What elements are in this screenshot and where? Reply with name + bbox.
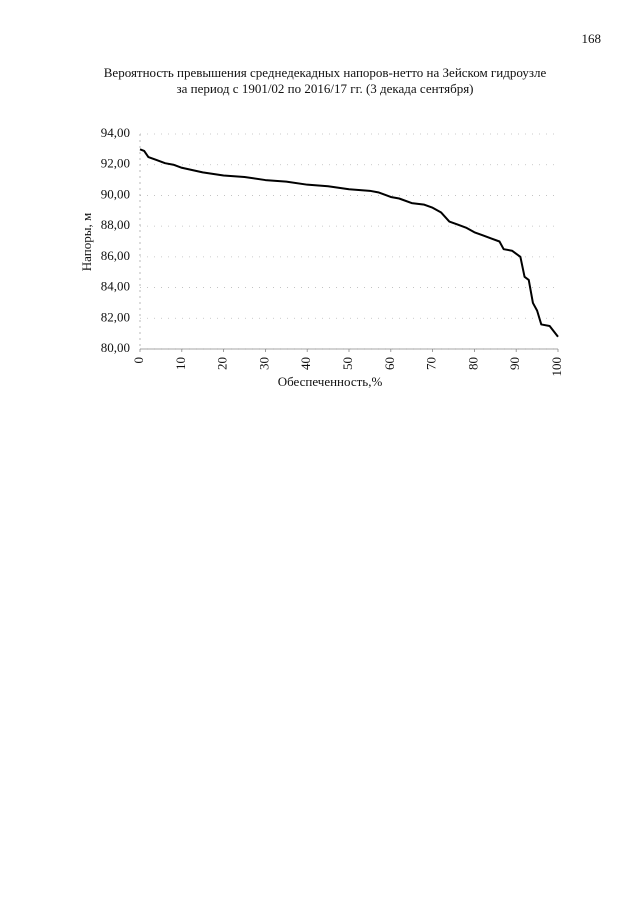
- data-line: [139, 148, 559, 338]
- y-axis-label: Напоры, м: [79, 213, 94, 271]
- x-tick-label: 30: [256, 357, 271, 370]
- x-tick-label: 10: [173, 357, 188, 370]
- y-tick-label: 90,00: [101, 186, 130, 201]
- x-tick-label: 0: [131, 357, 146, 364]
- x-tick-label: 40: [298, 357, 313, 370]
- x-tick-label: 100: [549, 357, 564, 377]
- y-tick-label: 88,00: [101, 217, 130, 232]
- y-tick-label: 82,00: [101, 309, 130, 324]
- x-axis-label: Обеспеченность,%: [278, 374, 383, 389]
- y-tick-label: 84,00: [101, 279, 130, 294]
- chart-title: Вероятность превышения среднедекадных на…: [104, 65, 547, 80]
- y-tick-label: 94,00: [101, 125, 130, 140]
- y-tick-label: 92,00: [101, 156, 130, 171]
- y-tick-label: 86,00: [101, 248, 130, 263]
- x-tick-label: 60: [382, 357, 397, 370]
- x-tick-label: 20: [215, 357, 230, 370]
- chart-subtitle: за период с 1901/02 по 2016/17 гг. (3 де…: [176, 81, 473, 96]
- x-tick-label: 70: [424, 357, 439, 370]
- x-tick-label: 90: [507, 357, 522, 370]
- y-tick-label: 80,00: [101, 340, 130, 355]
- x-tick-label: 50: [340, 357, 355, 370]
- x-tick-label: 80: [465, 357, 480, 370]
- page-number: 168: [582, 31, 602, 46]
